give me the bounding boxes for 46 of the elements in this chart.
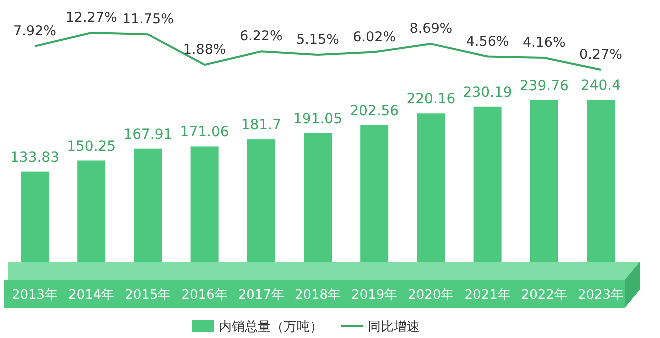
x-tick-label: 2016年 [182,288,228,303]
bar [247,140,276,262]
legend-label: 同比增速 [368,320,420,335]
bar [474,106,502,262]
x-tick-label: 2014年 [68,288,115,303]
data-label: 202.56 [350,104,400,120]
data-label: 4.56% [466,34,510,50]
data-label: 6.22% [240,28,284,45]
x-tick-label: 2022年 [521,288,568,303]
x-tick-label: 2015年 [125,288,172,303]
legend-label: 内销总量（万吨） [219,320,323,335]
bar [21,172,49,262]
x-tick-label: 2018年 [294,288,342,303]
x-tick-label: 2019年 [352,288,398,303]
bar [134,148,162,262]
data-label: 220.16 [406,92,456,108]
data-label: 171.06 [180,124,230,141]
bar [78,160,106,262]
data-label: 8.69% [410,21,453,38]
x-tick-label: 2023年 [578,288,624,303]
bar [587,100,615,262]
data-label: 133.83 [10,150,60,166]
data-label: 11.75% [122,12,174,28]
bar [360,126,389,262]
data-label: 6.02% [353,29,396,46]
data-label: 12.27% [66,10,118,26]
data-label: 4.16% [522,35,566,52]
data-label: 191.05 [294,111,342,128]
x-tick-label: 2017年 [238,288,284,303]
data-label: 230.19 [463,84,512,101]
bar [190,146,219,262]
data-label: 167.91 [124,126,173,143]
data-label: 1.88% [183,42,226,58]
x-tick-label: 2013年 [12,288,58,303]
bar [304,133,332,262]
x-tick-label: 2021年 [464,288,511,303]
data-label: 7.92% [14,23,57,40]
x-tick-label: 2020年 [408,288,454,303]
data-label: 0.27% [580,47,623,63]
data-label: 5.15% [296,32,340,48]
data-label: 181.7 [241,118,282,134]
data-label: 240.4 [580,78,622,94]
data-label: 239.76 [520,78,569,94]
bar [530,100,558,262]
data-label: 150.25 [67,138,116,155]
bar [417,114,446,262]
